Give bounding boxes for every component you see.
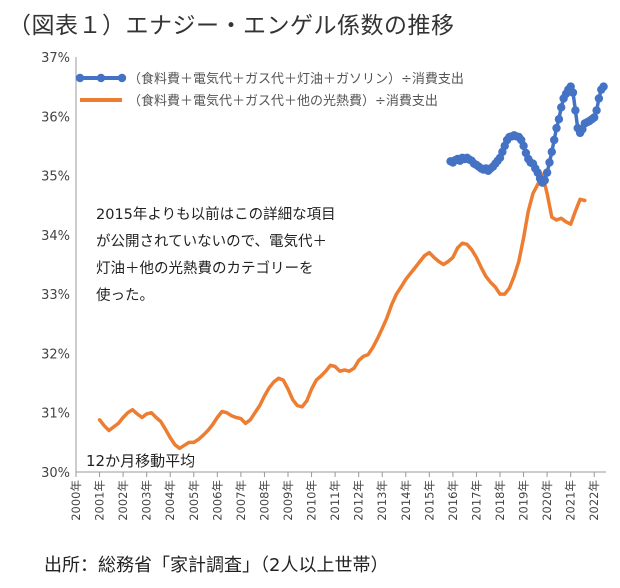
note-line: 2015年よりも以前はこの詳細な項目 [96,206,336,223]
x-tick-label: 2022年 [587,480,601,521]
legend-label: （食料費＋電気代＋ガス代＋灯油＋ガソリン）÷消費支出 [128,71,464,87]
note-line: 灯油＋他の光熱費のカテゴリーを [96,259,314,277]
x-tick-label: 2013年 [375,480,389,521]
x-tick-label: 2010年 [305,480,319,521]
x-tick-label: 2017年 [469,480,483,521]
series-point [557,103,566,112]
y-tick-label: 34% [41,229,70,244]
series-point [599,82,608,91]
x-axis: 2000年 2001年 2002年 2003年 2004年 2005年 2006年 2007年… [69,471,606,521]
x-tick-label: 2000年 [69,480,83,521]
x-tick-label: 2016年 [446,480,460,521]
x-tick-label: 2009年 [281,480,295,521]
series-layer [97,82,608,451]
series-point [590,113,599,122]
x-tick-label: 2021年 [564,480,578,521]
series-point [545,158,554,167]
y-tick-label: 35% [41,170,70,185]
y-axis: 30% 31% 32% 33% 34% 35% 36% 37% [41,51,77,481]
series-point [519,141,528,151]
series-point [592,106,601,115]
y-tick-label: 36% [41,110,70,125]
series-point [540,176,549,185]
legend-label: （食料費＋電気代＋ガス代＋他の光熱費）÷消費支出 [128,93,438,109]
x-tick-label: 2019年 [517,480,531,521]
y-tick-label: 37% [41,51,70,66]
legend-marker [75,73,85,83]
series-point [571,106,580,115]
x-tick-label: 2018年 [493,480,507,521]
x-tick-label: 2014年 [399,480,413,521]
y-tick-label: 30% [41,466,70,481]
source-note: 出所：総務省「家計調査」（2人以上世帯） [44,555,389,576]
moving-average-label: 12か月移動平均 [86,452,195,470]
chart-title: （図表１）エナジー・エンゲル係数の推移 [8,13,455,39]
x-tick-label: 2004年 [163,480,177,521]
x-tick-label: 2011年 [328,480,342,521]
series-point [552,123,561,133]
x-tick-label: 2012年 [352,480,366,521]
x-tick-label: 2003年 [140,480,154,521]
note-line: 使った。 [96,287,154,304]
series-point [594,94,604,103]
series-point [542,168,552,177]
y-tick-label: 33% [41,288,70,303]
series-point [568,88,578,97]
x-tick-label: 2001年 [93,480,107,521]
x-tick-label: 2008年 [257,480,271,521]
x-tick-label: 2007年 [234,480,248,521]
series-point [547,147,556,157]
x-tick-label: 2006年 [210,480,224,521]
x-tick-label: 2005年 [187,480,201,521]
legend: （食料費＋電気代＋ガス代＋灯油＋ガソリン）÷消費支出 （食料費＋電気代＋ガス代＋他… [75,71,464,109]
legend-marker [96,73,106,83]
x-tick-label: 2002年 [116,480,130,521]
series-point [550,135,559,145]
x-tick-label: 2015年 [422,480,436,521]
note-line: が公開されていないので、電気代＋ [96,233,327,250]
legend-marker [117,73,127,83]
y-tick-label: 31% [41,407,70,422]
x-tick-label: 2020年 [540,480,554,521]
series-point [554,115,564,124]
series-line-energy-other [97,172,587,451]
y-tick-label: 32% [41,347,70,362]
